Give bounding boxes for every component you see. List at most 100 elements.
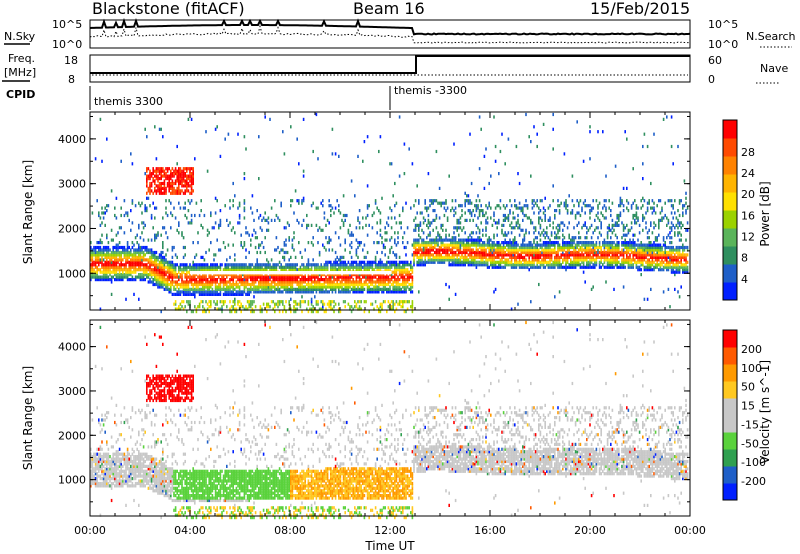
power-cell [448, 244, 450, 247]
power-cell [188, 199, 190, 202]
power-cell [250, 207, 252, 210]
power-cell [525, 214, 527, 217]
power-cell [220, 263, 222, 266]
power-cell [250, 263, 252, 266]
power-cell [133, 248, 135, 251]
power-cell [498, 204, 500, 207]
power-cell [476, 199, 478, 202]
power-cell [568, 194, 570, 197]
power-cell [530, 175, 532, 178]
power-cell [184, 263, 186, 266]
power-cell [525, 229, 527, 232]
power-cell [506, 204, 508, 207]
power-cell [351, 241, 353, 244]
power-cell [461, 261, 463, 264]
power-cell [144, 253, 146, 256]
power-cell [394, 261, 396, 264]
power-cell [408, 283, 410, 286]
power-cell [373, 241, 375, 244]
power-cell [226, 219, 228, 222]
power-cell [293, 248, 295, 251]
power-cell [231, 305, 233, 308]
power-cell [232, 199, 234, 202]
power-cell [552, 226, 554, 229]
power-cell [490, 216, 492, 219]
power-cell [327, 278, 329, 281]
power-cell [192, 167, 194, 170]
power-cell [197, 231, 199, 234]
power-cell [479, 209, 481, 212]
power-cell [148, 280, 150, 283]
power-cell [479, 236, 481, 239]
power-cell [476, 224, 478, 227]
power-cell [394, 204, 396, 207]
power-cell [242, 305, 244, 308]
power-cell [96, 246, 98, 249]
power-cell [604, 204, 606, 207]
power-cell [428, 241, 430, 244]
power-cell [343, 221, 345, 224]
power-cell [575, 236, 577, 239]
power-cell [383, 300, 385, 303]
power-cell [316, 113, 318, 116]
power-cell [207, 229, 209, 232]
power-cell [384, 246, 386, 249]
power-cell [357, 155, 359, 158]
power-cell [420, 253, 422, 256]
power-cell [592, 207, 594, 210]
power-cell [439, 187, 441, 190]
power-cell [183, 192, 185, 195]
power-cell [132, 253, 134, 256]
power-cell [304, 285, 306, 288]
power-cell [199, 303, 201, 306]
power-cell [167, 248, 169, 251]
power-cell [274, 219, 276, 222]
power-cell [330, 261, 332, 264]
power-cell [605, 280, 607, 283]
freq-label: Freq. [8, 52, 35, 65]
power-cell [114, 278, 116, 281]
power-cell [444, 207, 446, 210]
power-cell [95, 157, 97, 160]
power-cell [488, 266, 490, 269]
power-cell [554, 295, 556, 298]
power-cell [303, 170, 305, 173]
power-cell [199, 288, 201, 291]
power-cell [599, 202, 601, 205]
power-cell [341, 261, 343, 264]
power-cell [261, 219, 263, 222]
power-cell [562, 239, 564, 242]
power-cell [530, 140, 532, 143]
power-cell [392, 300, 394, 303]
power-cell [104, 224, 106, 227]
power-cell [188, 221, 190, 224]
power-cell [274, 199, 276, 202]
power-cell [536, 145, 538, 148]
power-cell [181, 268, 183, 271]
power-cell [343, 288, 345, 291]
freq-axis-high: 18 [64, 54, 78, 67]
power-cell [373, 211, 375, 214]
power-cell [228, 224, 230, 227]
power-cell [495, 256, 497, 259]
power-cell [424, 241, 426, 244]
power-cell [535, 236, 537, 239]
power-cell [516, 221, 518, 224]
power-cell [559, 290, 561, 293]
power-cell [109, 248, 111, 251]
power-cell [479, 229, 481, 232]
power-cell [429, 199, 431, 202]
power-cell [149, 248, 151, 251]
power-cell [367, 234, 369, 237]
power-cell [218, 248, 220, 251]
power-cell [421, 211, 423, 214]
power-cell [498, 219, 500, 222]
power-cell [181, 231, 183, 234]
power-cell [215, 303, 217, 306]
power-cell [404, 246, 406, 249]
power-cell [293, 211, 295, 214]
power-cell [372, 226, 374, 229]
power-cell [383, 244, 385, 247]
power-cell [146, 258, 148, 261]
power-cell [104, 207, 106, 210]
